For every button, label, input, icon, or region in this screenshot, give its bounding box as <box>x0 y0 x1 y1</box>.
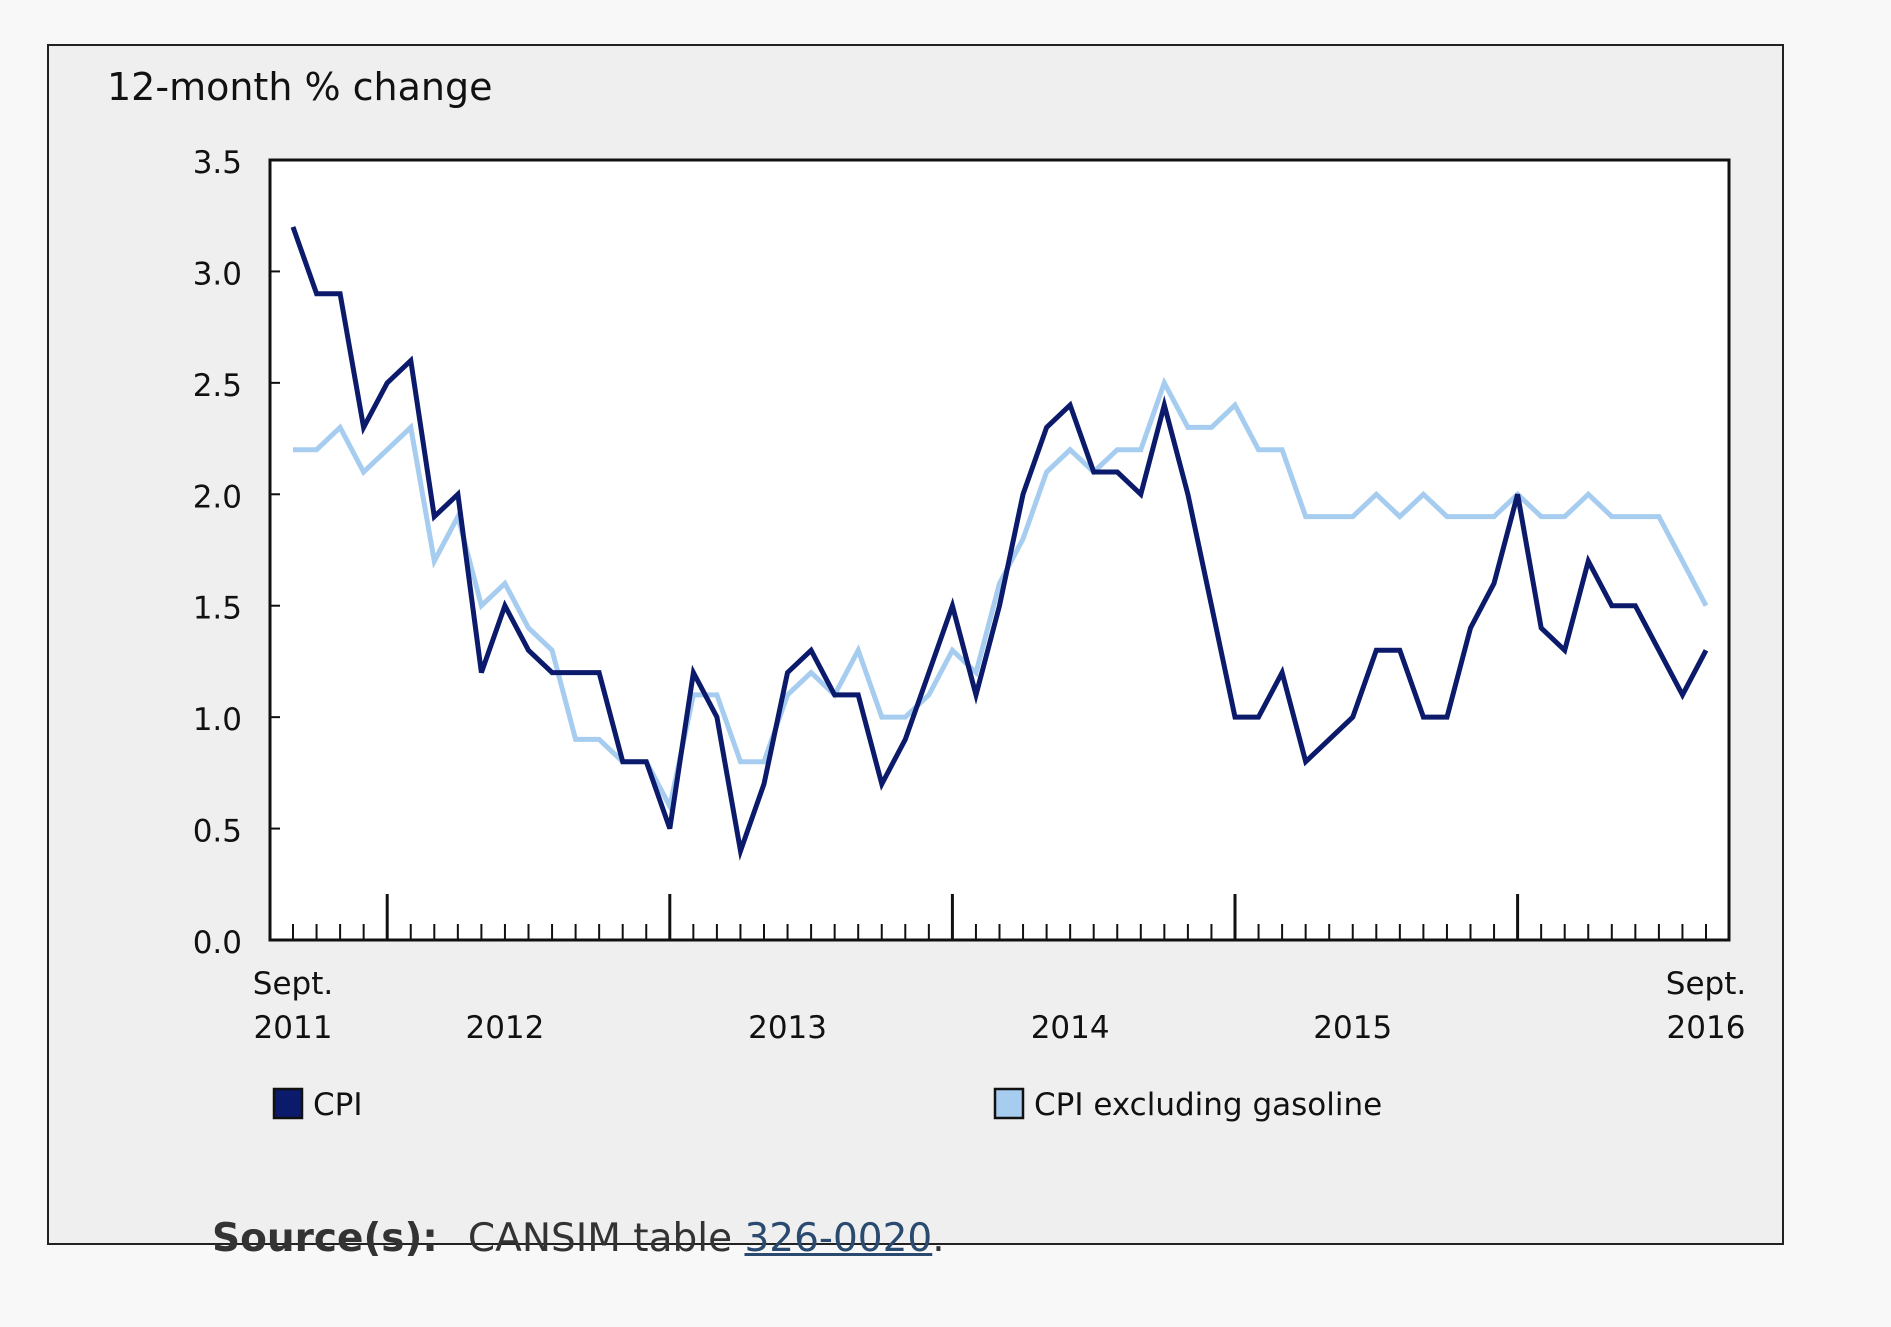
series-line-cpi-excluding-gasoline <box>293 376 1709 814</box>
legend-swatch <box>993 1087 1025 1120</box>
x-tick-label: 2015 <box>1313 1010 1392 1046</box>
y-tick-label: 1.0 <box>193 702 242 738</box>
cpi-line-chart: 12-month % change 0.0 0.5 1.0 1.5 2.0 2.5 3.0 3.… <box>107 65 1746 1123</box>
y-tick-label: 1.5 <box>193 591 242 627</box>
x-tick-label: Sept. <box>1666 966 1746 1002</box>
source-suffix: . <box>932 1216 945 1261</box>
x-tick-label: 2012 <box>465 1010 544 1046</box>
x-tick-label: 2013 <box>748 1010 827 1046</box>
y-tick-label: 2.0 <box>193 479 242 515</box>
x-tick-label: 2011 <box>254 1010 333 1046</box>
y-tick-label: 0.5 <box>193 814 242 850</box>
chart-frame: 12-month % change 0.0 0.5 1.0 1.5 2.0 2.5 3.0 3.… <box>47 44 1784 1261</box>
legend-label: CPI excluding gasoline <box>1034 1087 1382 1123</box>
source-line: Source(s): CANSIM table 326-0020. <box>212 1216 945 1261</box>
legend-swatch <box>272 1087 304 1120</box>
source-label: Source(s): <box>212 1216 438 1261</box>
y-tick-label: 3.5 <box>193 145 242 181</box>
x-tick-label: 2014 <box>1031 1010 1110 1046</box>
y-axis-title: 12-month % change <box>107 65 493 109</box>
y-tick-label: 3.0 <box>193 256 242 292</box>
plot-area <box>268 158 1731 942</box>
y-tick-label: 0.0 <box>193 925 242 961</box>
x-tick-label: Sept. <box>253 966 333 1002</box>
source-prefix: CANSIM table <box>467 1216 745 1261</box>
series-line-cpi <box>290 226 1709 861</box>
source-table-link[interactable]: 326-0020 <box>744 1216 933 1261</box>
x-tick-label: 2016 <box>1667 1010 1746 1046</box>
legend-label: CPI <box>313 1087 362 1123</box>
y-tick-label: 2.5 <box>193 368 242 404</box>
